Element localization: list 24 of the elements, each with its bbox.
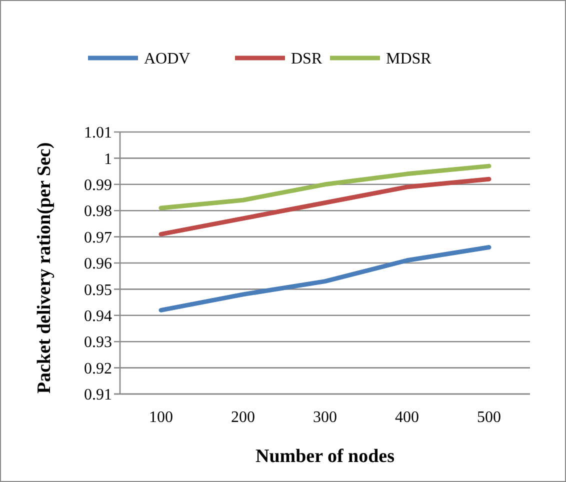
y-tick-label: 0.95: [84, 282, 112, 299]
y-tick-label: 0.96: [84, 256, 112, 273]
x-axis-title: Number of nodes: [256, 446, 394, 467]
x-tick-label: 100: [149, 409, 173, 426]
y-tick-label: 0.98: [84, 203, 112, 220]
x-tick-label: 200: [231, 409, 255, 426]
line-series: [158, 176, 492, 236]
line-series: [158, 245, 492, 312]
legend-label: AODV: [144, 50, 191, 68]
y-tick-label: 1: [104, 150, 112, 168]
y-tick-label: 0.97: [84, 229, 112, 246]
line-series: [158, 164, 492, 210]
y-tick-label: 0.94: [84, 308, 112, 325]
y-tick-label: 0.93: [84, 334, 112, 352]
x-tick-label: 300: [313, 409, 337, 426]
y-tick-label: 1.01: [84, 124, 112, 142]
y-tick-label: 0.99: [84, 177, 112, 194]
y-tick-label: 0.92: [84, 360, 112, 378]
x-tick-label: 500: [477, 409, 501, 426]
legend-label: DSR: [291, 50, 322, 68]
y-axis-title: Packet delivery ration(per Sec): [34, 142, 55, 394]
y-tick-label: 0.91: [84, 386, 112, 404]
x-tick-label: 400: [395, 409, 419, 426]
legend-label: MDSR: [386, 50, 432, 68]
